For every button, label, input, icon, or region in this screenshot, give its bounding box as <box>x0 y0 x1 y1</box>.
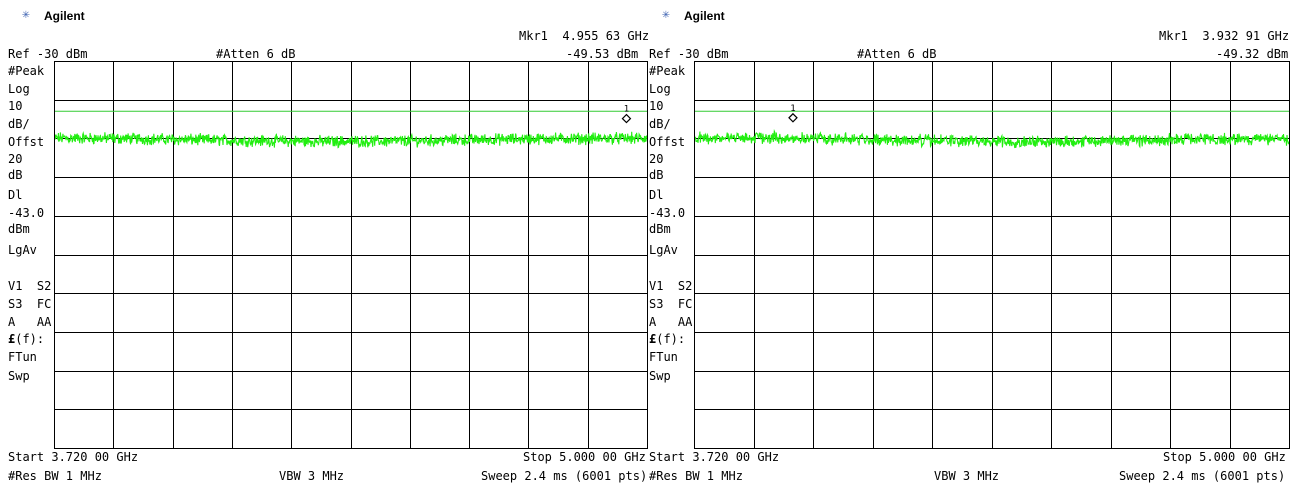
attenuation: #Atten 6 dB <box>216 47 296 61</box>
display-line-unit: dBm <box>649 222 671 236</box>
trace-state-1: V1 S2 <box>649 279 693 293</box>
trace-state-1: V1 S2 <box>8 279 52 293</box>
sweep-time: Sweep 2.4 ms (6001 pts) <box>1119 469 1286 483</box>
video-bandwidth: VBW 3 MHz <box>934 469 1000 483</box>
sweep-mode-label: Swp <box>8 369 30 383</box>
plot-border <box>694 61 1290 449</box>
marker-frequency-readout: Mkr1 3.932 91 GHz <box>1159 29 1290 43</box>
spectrum-plot: 1 <box>54 61 648 449</box>
scale-label: Log <box>8 82 30 96</box>
trace-line <box>54 131 648 149</box>
scale-label: Log <box>649 82 671 96</box>
brand-label: Agilent <box>684 9 725 23</box>
display-line-label: Dl <box>649 188 664 202</box>
offset-unit: dB <box>8 168 23 182</box>
marker-diamond <box>621 113 632 124</box>
per-div-unit: dB/ <box>649 117 671 131</box>
marker-number: 1 <box>624 105 629 115</box>
per-div-unit: dB/ <box>8 117 30 131</box>
offset-value: 20 <box>649 152 664 166</box>
display-line-value: -43.0 <box>8 206 45 220</box>
marker-level-readout: -49.32 dBm <box>1216 47 1289 61</box>
offset-value: 20 <box>8 152 23 166</box>
spectrum-plot: 1 <box>694 61 1290 449</box>
sweep-time: Sweep 2.4 ms (6001 pts) <box>481 469 648 483</box>
average-label: LgAv <box>8 243 37 257</box>
video-bandwidth: VBW 3 MHz <box>279 469 345 483</box>
brand-label: Agilent <box>44 9 85 23</box>
start-frequency: Start 3.720 00 GHz <box>649 450 780 464</box>
analyzer-panel-right: ✳ Agilent Mkr1 3.932 91 GHz Ref -30 dBm … <box>649 0 1302 488</box>
per-div-value: 10 <box>8 99 23 113</box>
marker-diamond <box>788 112 798 123</box>
stop-frequency: Stop 5.000 00 GHz <box>1163 450 1286 464</box>
analyzer-panel-left: ✳ Agilent Mkr1 4.955 63 GHz Ref -30 dBm … <box>8 7 650 484</box>
detector-label: #Peak <box>649 64 686 78</box>
offset-label: Offst <box>649 135 686 149</box>
ref-level: Ref -30 dBm <box>649 47 729 61</box>
sweep-mode-label: Swp <box>649 369 671 383</box>
trace-line <box>694 128 1290 149</box>
marker-level-readout: -49.53 dBm <box>566 47 639 61</box>
start-frequency: Start 3.720 00 GHz <box>8 450 139 464</box>
stop-frequency: Stop 5.000 00 GHz <box>523 450 646 464</box>
trace-state-2: S3 FC <box>649 297 693 311</box>
resolution-bandwidth: #Res BW 1 MHz <box>8 469 102 483</box>
function-label: £(f): <box>649 332 686 346</box>
offset-label: Offst <box>8 135 45 149</box>
marker-frequency-readout: Mkr1 4.955 63 GHz <box>519 29 650 43</box>
detector-label: #Peak <box>8 64 45 78</box>
agilent-spark-icon: ✳ <box>662 7 670 22</box>
plot-border <box>54 61 648 449</box>
trace-state-3: A AA <box>8 315 52 329</box>
trace-state-3: A AA <box>649 315 693 329</box>
trace-state-2: S3 FC <box>8 297 52 311</box>
display-line-unit: dBm <box>8 222 30 236</box>
ref-level: Ref -30 dBm <box>8 47 88 61</box>
function-label: £(f): <box>8 332 45 346</box>
average-label: LgAv <box>649 243 678 257</box>
agilent-spark-icon: ✳ <box>22 7 30 22</box>
display-line-label: Dl <box>8 188 23 202</box>
display-line-value: -43.0 <box>649 206 686 220</box>
function-mode: FTun <box>8 350 37 364</box>
marker-number: 1 <box>790 104 795 114</box>
per-div-value: 10 <box>649 99 664 113</box>
resolution-bandwidth: #Res BW 1 MHz <box>649 469 743 483</box>
attenuation: #Atten 6 dB <box>857 47 937 61</box>
offset-unit: dB <box>649 168 664 182</box>
function-mode: FTun <box>649 350 678 364</box>
